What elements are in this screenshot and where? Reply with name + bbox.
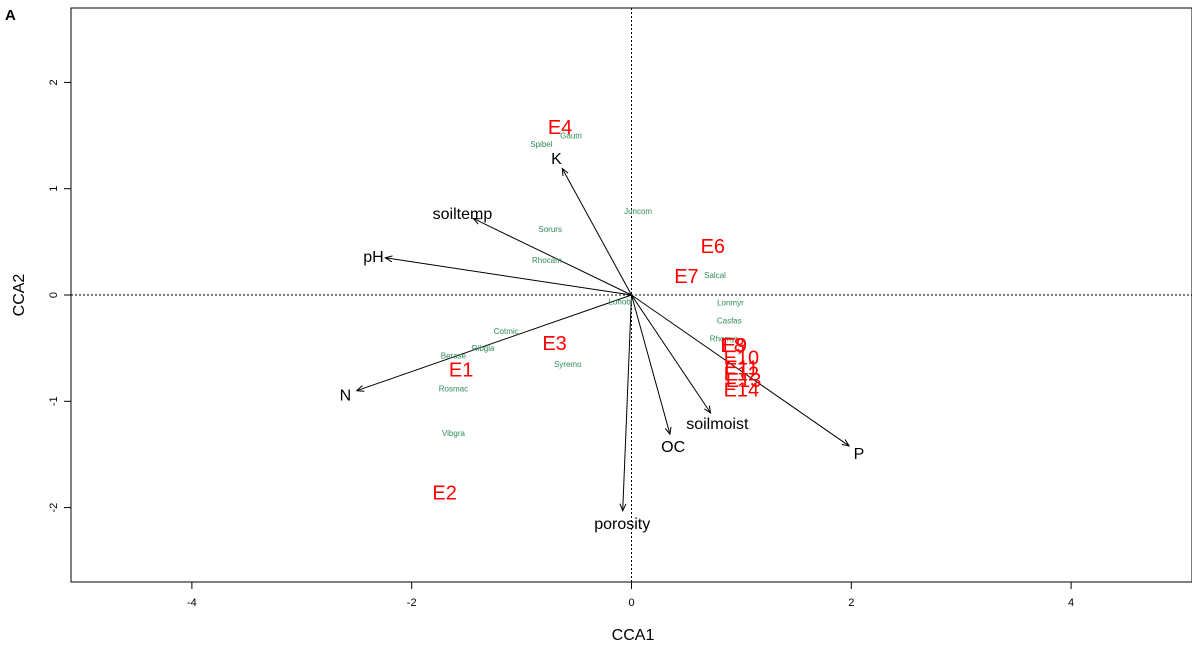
species-label: Syremo: [554, 360, 582, 369]
species-label: Rhomyr: [710, 335, 738, 344]
vector-arrow-soilmoist: [631, 294, 711, 413]
y-tick-label: 1: [48, 186, 60, 192]
species-label: Berase: [441, 352, 467, 361]
species-label: Juncom: [624, 207, 652, 216]
y-axis-label: CCA2: [11, 274, 28, 317]
site-label: E14: [724, 380, 760, 402]
x-tick-label: 4: [1068, 597, 1074, 609]
x-tick-label: 2: [848, 597, 854, 609]
x-tick-label: 0: [628, 597, 634, 609]
species-label: Rosmac: [439, 385, 468, 394]
site-label: E9: [723, 335, 747, 357]
vector-arrow-OC: [631, 294, 670, 434]
site-label: E12: [724, 364, 760, 386]
species-label: Gautri: [560, 132, 582, 141]
vector-arrow-pH: [385, 258, 632, 296]
species-label: Spibel: [530, 140, 552, 149]
site-label: E13: [726, 370, 762, 392]
x-tick-label: -2: [407, 597, 417, 609]
x-axis-label: CCA1: [612, 627, 655, 644]
x-tick-label: -4: [187, 597, 197, 609]
vector-arrow-K: [562, 169, 632, 296]
site-label: E1: [449, 359, 473, 381]
vector-arrow-P: [631, 294, 850, 446]
panel-label: A: [5, 7, 16, 24]
vector-label-porosity: porosity: [594, 516, 650, 533]
site-label: E4: [548, 117, 572, 139]
site-label: E3: [542, 333, 566, 355]
site-label: E8: [720, 335, 744, 357]
vector-label-OC: OC: [661, 439, 685, 456]
vector-arrow-porosity: [623, 294, 632, 511]
species-label: Ribgla: [472, 344, 495, 353]
species-label: Cotmic: [494, 327, 519, 336]
site-label: E11: [724, 357, 758, 379]
site-label: E7: [674, 266, 698, 288]
y-axis: -2 -1 0 1 2: [48, 79, 71, 512]
species-label: Vibgra: [442, 429, 466, 438]
vector-label-soilmoist: soilmoist: [686, 416, 749, 433]
site-label: E6: [701, 236, 725, 258]
species-labels: Gautri Spibel Juncom Sorurs Rhocam Salcal Lonm…: [439, 132, 744, 439]
species-label: Lonmyr: [717, 298, 744, 307]
x-axis: -4 -2 0 2 4: [187, 582, 1074, 609]
site-label: E2: [432, 483, 456, 505]
vector-arrow-soiltemp: [473, 218, 632, 296]
species-label: Salcal: [704, 271, 726, 280]
vector-label-K: K: [551, 151, 562, 168]
vector-label-N: N: [340, 388, 352, 405]
vector-label-pH: pH: [363, 249, 383, 266]
vector-label-soiltemp: soiltemp: [433, 206, 493, 223]
vector-label-P: P: [854, 446, 865, 463]
vector-arrow-N: [357, 294, 632, 391]
y-tick-label: -1: [48, 396, 60, 406]
species-label: Casfas: [717, 317, 742, 326]
site-label: E10: [724, 348, 760, 370]
species-label: Rhocam: [532, 256, 562, 265]
y-tick-label: 2: [48, 79, 60, 85]
species-label: Lonobl: [608, 297, 632, 306]
y-tick-label: -2: [48, 503, 60, 513]
y-tick-label: 0: [48, 292, 60, 298]
species-label: Sorurs: [538, 225, 562, 234]
